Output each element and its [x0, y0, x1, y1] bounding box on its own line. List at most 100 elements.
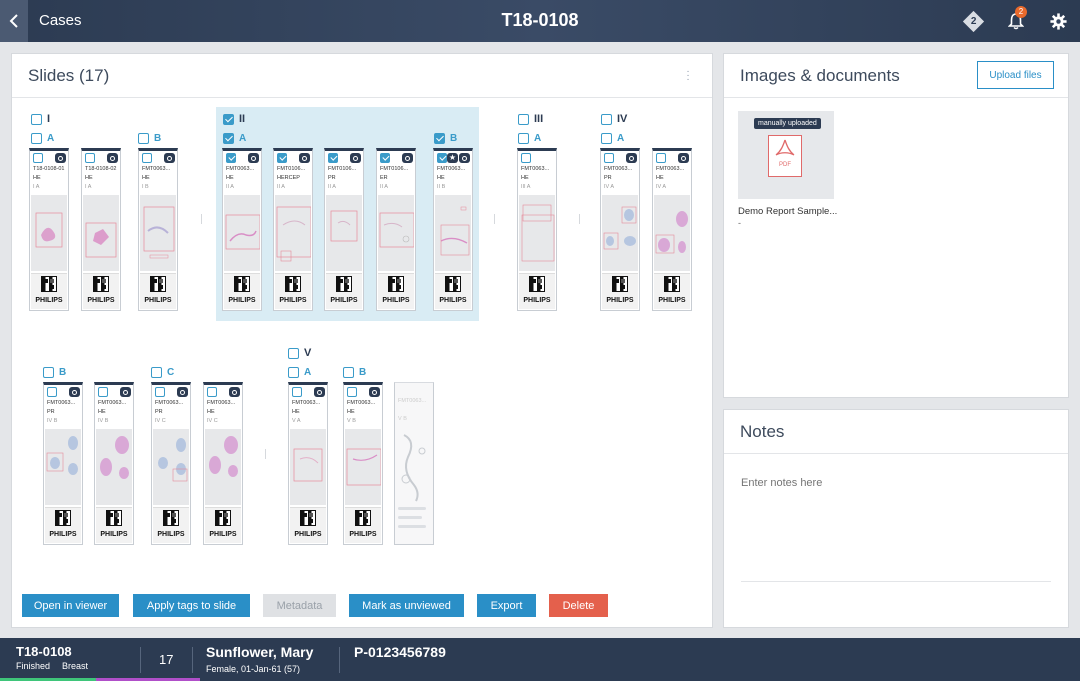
slide-card[interactable]: FMT0063... V B: [394, 382, 434, 545]
slide-card[interactable]: FMT0063... PR IV C PHILIPS: [151, 382, 191, 545]
notifications-button[interactable]: 2: [1004, 6, 1028, 33]
export-button[interactable]: Export: [477, 594, 536, 617]
settings-button[interactable]: [1046, 9, 1070, 33]
group-checkbox[interactable]: [223, 114, 234, 125]
slide-label: PHILIPS: [205, 507, 241, 543]
slide-label: PHILIPS: [275, 273, 311, 309]
slide-checkbox[interactable]: [604, 153, 614, 163]
slide-card[interactable]: T18-0108-01 HE I A PHILIPS: [29, 148, 69, 311]
slide-checkbox[interactable]: [85, 153, 95, 163]
slide-stain: HE: [521, 175, 529, 181]
group-checkbox[interactable]: [288, 348, 299, 359]
apply-tags-button[interactable]: Apply tags to slide: [133, 594, 250, 617]
slide-location: IV C: [207, 418, 218, 424]
slide-checkbox[interactable]: [207, 387, 217, 397]
slide-checkbox[interactable]: [380, 153, 390, 163]
notes-input[interactable]: [741, 477, 1051, 489]
slide-brand: PHILIPS: [100, 531, 128, 538]
slide-location: II A: [380, 184, 388, 190]
document-name[interactable]: Demo Report Sample...: [738, 206, 838, 217]
footer-slide-count: 17: [159, 652, 174, 667]
subgroup-checkbox[interactable]: [138, 133, 149, 144]
viewed-eye-icon: [314, 387, 325, 397]
subgroup-label: A: [534, 133, 542, 144]
slide-brand: PHILIPS: [606, 297, 634, 304]
subgroup-checkbox[interactable]: [151, 367, 162, 378]
slide-stain: PR: [47, 409, 55, 415]
slide-card[interactable]: ★ FMT0063... HE II B PHILIPS: [433, 148, 473, 311]
slide-checkbox[interactable]: [521, 153, 531, 163]
slide-checkbox[interactable]: [277, 153, 287, 163]
subgroup-checkbox[interactable]: [43, 367, 54, 378]
notification-badge: 2: [1015, 6, 1027, 18]
slide-label: PHILIPS: [96, 507, 132, 543]
subgroup-checkbox[interactable]: [518, 133, 529, 144]
slide-card[interactable]: FMT0063... HE V A PHILIPS: [288, 382, 328, 545]
group-checkbox[interactable]: [31, 114, 42, 125]
viewed-eye-icon: [626, 153, 637, 163]
back-button[interactable]: [0, 0, 28, 42]
group-checkbox[interactable]: [518, 114, 529, 125]
viewed-eye-icon: [678, 153, 689, 163]
subgroup-checkbox[interactable]: [601, 133, 612, 144]
slide-card[interactable]: FMT0063... HE III A PHILIPS: [517, 148, 557, 311]
slide-card[interactable]: FMT0063... HE IV A PHILIPS: [652, 148, 692, 311]
subgroup-label: B: [450, 133, 458, 144]
slide-card[interactable]: T18-0108-02 HE I A PHILIPS: [81, 148, 121, 311]
top-bar: Cases T18-0108 2 2: [0, 0, 1080, 42]
delete-button[interactable]: Delete: [549, 594, 608, 617]
document-thumbnail[interactable]: manually uploaded PDF: [738, 111, 834, 199]
qr-code-icon: [612, 276, 628, 292]
page-title: T18-0108: [501, 10, 579, 30]
slide-checkbox[interactable]: [226, 153, 236, 163]
cases-breadcrumb[interactable]: Cases: [39, 12, 82, 29]
metadata-button[interactable]: Metadata: [263, 594, 336, 617]
tasks-diamond-icon: 2: [962, 10, 984, 32]
slide-label: PHILIPS: [83, 273, 119, 309]
placeholder-bar: [398, 507, 426, 510]
slide-stain: HE: [437, 175, 445, 181]
chevron-left-icon: [9, 14, 18, 28]
tasks-button[interactable]: 2: [961, 9, 985, 33]
slide-card[interactable]: FMT0063... PR IV B PHILIPS: [43, 382, 83, 545]
slide-card[interactable]: FMT0063... HE IV B PHILIPS: [94, 382, 134, 545]
slide-id: T18-0108-02: [85, 166, 117, 172]
slide-checkbox[interactable]: [98, 387, 108, 397]
slide-card[interactable]: FMT0106... HERCEP II A PHILIPS: [273, 148, 313, 311]
upload-files-button[interactable]: Upload files: [977, 61, 1054, 89]
slide-location: II A: [226, 184, 234, 190]
slide-checkbox[interactable]: [33, 153, 43, 163]
subgroup-checkbox[interactable]: [343, 367, 354, 378]
slide-id: FMT0063...: [207, 400, 236, 406]
slide-location: III A: [521, 184, 531, 190]
slide-card[interactable]: FMT0063... HE II A PHILIPS: [222, 148, 262, 311]
open-in-viewer-button[interactable]: Open in viewer: [22, 594, 119, 617]
slide-checkbox[interactable]: [437, 153, 447, 163]
subgroup-label: A: [47, 133, 55, 144]
slide-checkbox[interactable]: [347, 387, 357, 397]
slide-tissue-image: [96, 429, 132, 505]
slide-checkbox[interactable]: [142, 153, 152, 163]
subgroup-checkbox[interactable]: [288, 367, 299, 378]
group-checkbox[interactable]: [601, 114, 612, 125]
subgroup-checkbox[interactable]: [223, 133, 234, 144]
slide-card[interactable]: FMT0063... PR IV A PHILIPS: [600, 148, 640, 311]
slide-checkbox[interactable]: [155, 387, 165, 397]
slide-card[interactable]: FMT0063... HE V B PHILIPS: [343, 382, 383, 545]
slides-title: Slides (17): [28, 66, 110, 85]
slide-tissue-image: [345, 429, 381, 505]
viewed-eye-icon: [248, 153, 259, 163]
slide-checkbox[interactable]: [47, 387, 57, 397]
slide-card[interactable]: FMT0106... ER II A PHILIPS: [376, 148, 416, 311]
slide-checkbox[interactable]: [656, 153, 666, 163]
slide-card[interactable]: FMT0063... HE I B PHILIPS: [138, 148, 178, 311]
slide-card[interactable]: FMT0106... PR II A PHILIPS: [324, 148, 364, 311]
subgroup-checkbox[interactable]: [31, 133, 42, 144]
slide-location: II A: [328, 184, 336, 190]
slide-checkbox[interactable]: [292, 387, 302, 397]
subgroup-checkbox[interactable]: [434, 133, 445, 144]
mark-as-unviewed-button[interactable]: Mark as unviewed: [349, 594, 464, 617]
slide-card[interactable]: FMT0063... HE IV C PHILIPS: [203, 382, 243, 545]
slide-checkbox[interactable]: [328, 153, 338, 163]
more-options-icon[interactable]: · · ·: [686, 66, 690, 85]
